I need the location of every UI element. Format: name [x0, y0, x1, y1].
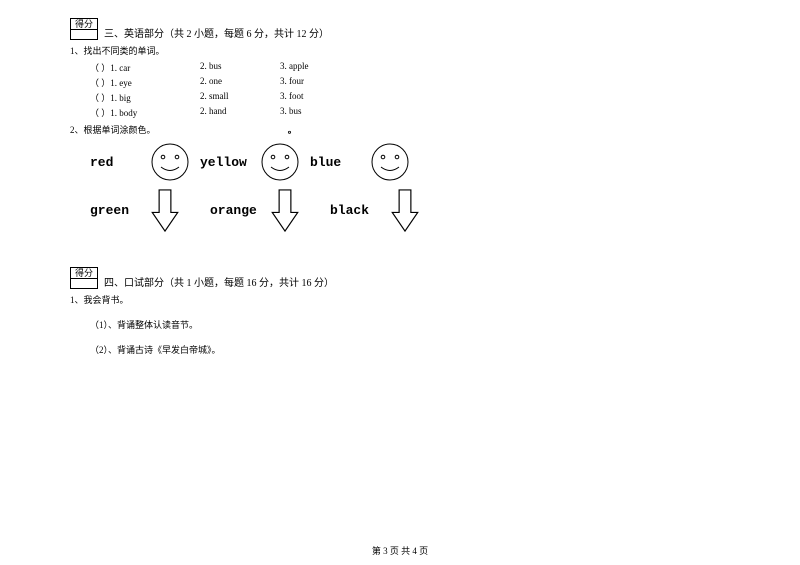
choice-row: （ ）1. eye 2. one 3. four	[90, 75, 730, 90]
page-footer: 第 3 页 共 4 页	[0, 544, 800, 557]
section-4-title: 四、口试部分（共 1 小题，每题 16 分，共计 16 分）	[104, 274, 334, 289]
s4-q1-prompt: 1、我会背书。	[70, 293, 730, 306]
section-3-title: 三、英语部分（共 2 小题，每题 6 分，共计 12 分）	[104, 25, 329, 40]
section-4-header: 得分 四、口试部分（共 1 小题，每题 16 分，共计 16 分）	[70, 267, 730, 289]
color-row-1: red yellow blue	[90, 142, 730, 182]
color-label-yellow: yellow	[200, 155, 250, 170]
choice-a: （ ）1. eye	[90, 76, 200, 89]
q2-prompt: 2、根据单词涂颜色。 。	[70, 123, 730, 136]
choice-b: 2. small	[200, 91, 280, 104]
arrow-down-icon	[270, 188, 300, 233]
score-box: 得分	[70, 18, 98, 40]
smiley-icon	[150, 142, 190, 182]
color-label-red: red	[90, 155, 140, 170]
score-blank	[71, 30, 97, 39]
score-blank	[71, 279, 97, 288]
smiley-icon	[370, 142, 410, 182]
choice-c: 3. apple	[280, 61, 360, 74]
color-label-black: black	[330, 203, 380, 218]
score-label: 得分	[71, 268, 97, 279]
s4-q1-item-2: （2）、背诵古诗《早发白帝城》。	[90, 343, 730, 356]
color-row-2: green orange black	[90, 188, 730, 233]
choice-c: 3. four	[280, 76, 360, 89]
choice-c: 3. foot	[280, 91, 360, 104]
section-3-header: 得分 三、英语部分（共 2 小题，每题 6 分，共计 12 分）	[70, 18, 730, 40]
choice-a: （ ）1. car	[90, 61, 200, 74]
choice-row: （ ）1. big 2. small 3. foot	[90, 90, 730, 105]
arrow-down-icon	[150, 188, 180, 233]
choice-b: 2. one	[200, 76, 280, 89]
color-label-green: green	[90, 203, 140, 218]
choice-a: （ ）1. body	[90, 106, 200, 119]
score-box: 得分	[70, 267, 98, 289]
score-label: 得分	[71, 19, 97, 30]
color-label-blue: blue	[310, 155, 360, 170]
choice-a: （ ）1. big	[90, 91, 200, 104]
s4-q1-item-1: （1）、背诵整体认读音节。	[90, 318, 730, 331]
color-label-orange: orange	[210, 203, 260, 218]
choice-c: 3. bus	[280, 106, 360, 119]
choice-row: （ ）1. car 2. bus 3. apple	[90, 60, 730, 75]
choice-b: 2. hand	[200, 106, 280, 119]
arrow-down-icon	[390, 188, 420, 233]
q1-prompt: 1、找出不同类的单词。	[70, 44, 730, 57]
choice-b: 2. bus	[200, 61, 280, 74]
choice-row: （ ）1. body 2. hand 3. bus	[90, 105, 730, 120]
smiley-icon	[260, 142, 300, 182]
